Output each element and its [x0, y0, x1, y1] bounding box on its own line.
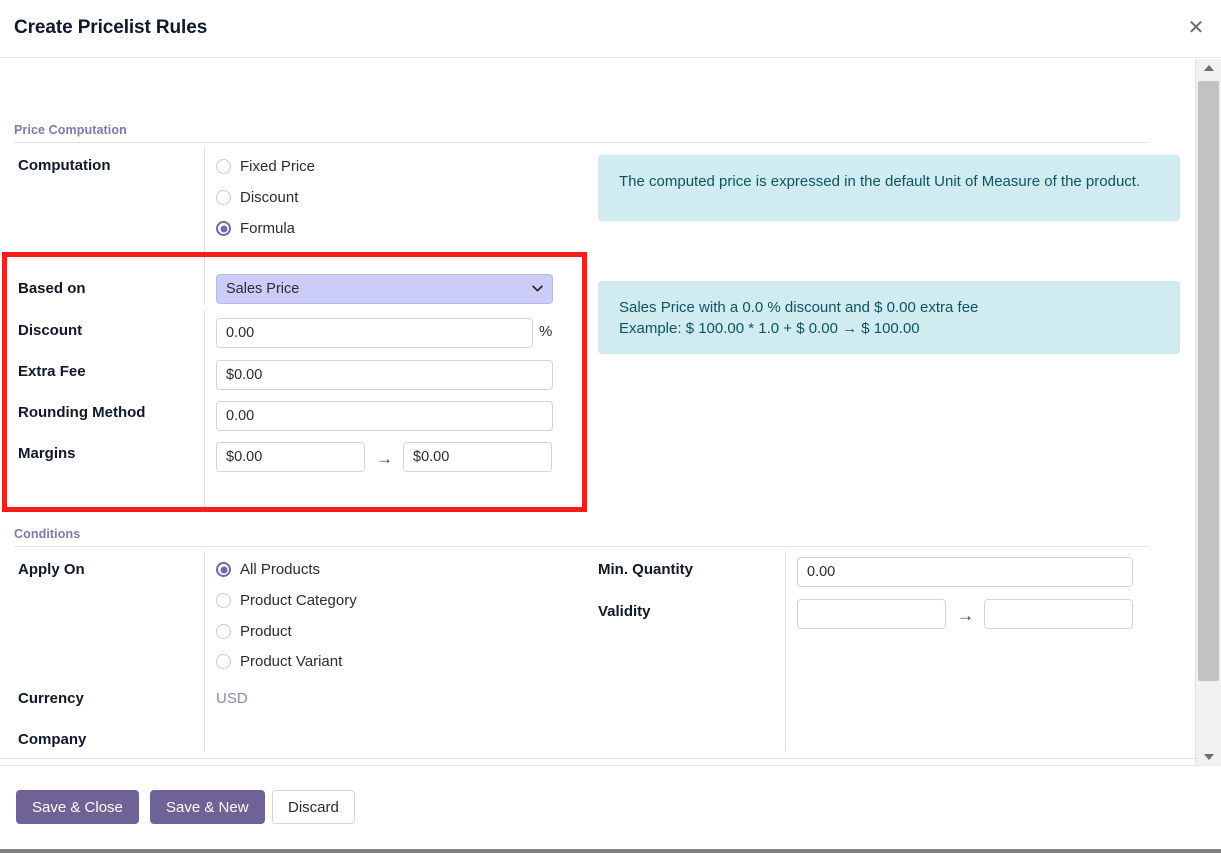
radio-label: Discount [240, 189, 299, 206]
chevron-up-icon [1203, 64, 1214, 71]
field-label-apply-on: Apply On [18, 561, 85, 578]
column-divider-right [785, 551, 786, 751]
section-title-price-computation: Price Computation [14, 123, 127, 137]
radio-label: Product [240, 623, 292, 640]
radio-apply-on-all-products[interactable]: All Products [216, 561, 320, 578]
rounding-method-input[interactable] [216, 401, 553, 431]
vertical-scrollbar[interactable] [1195, 59, 1221, 765]
radio-indicator [216, 654, 231, 669]
field-label-company: Company [18, 731, 87, 748]
info-formula-line-2: Example: $ 100.00 * 1.0 + $ 0.00 → $ 100… [619, 320, 920, 338]
radio-indicator [216, 190, 231, 205]
radio-label: Product Variant [240, 653, 343, 670]
discard-button[interactable]: Discard [272, 790, 355, 824]
radio-indicator [216, 562, 231, 577]
margins-arrow-separator: → [376, 449, 393, 468]
currency-value[interactable]: USD [216, 690, 248, 707]
field-label-currency: Currency [18, 690, 84, 707]
info-alert-uom: The computed price is expressed in the d… [598, 155, 1180, 221]
info-formula-line-1: Sales Price with a 0.0 % discount and $ … [619, 299, 979, 316]
section-divider-right [598, 546, 1149, 547]
column-divider [204, 147, 205, 304]
field-label-rounding-method: Rounding Method [18, 404, 146, 421]
radio-computation-fixed-price[interactable]: Fixed Price [216, 158, 315, 175]
section-divider [14, 142, 1149, 143]
radio-apply-on-product-category[interactable]: Product Category [216, 592, 357, 609]
radio-label: Product Category [240, 592, 357, 609]
discount-percent-suffix: % [539, 323, 553, 340]
margins-from-input[interactable] [216, 442, 365, 472]
radio-label: All Products [240, 561, 321, 578]
validity-to-input[interactable] [984, 599, 1133, 629]
discount-input[interactable] [216, 318, 533, 348]
radio-label: Formula [240, 220, 296, 237]
dialog-header: Create Pricelist Rules ✕ [0, 0, 1221, 58]
field-label-min-quantity: Min. Quantity [598, 561, 693, 578]
radio-indicator [216, 624, 231, 639]
section-divider [14, 546, 1149, 547]
margins-to-input[interactable] [403, 442, 552, 472]
body-bottom-divider [0, 758, 1195, 759]
radio-apply-on-product[interactable]: Product [216, 623, 292, 640]
radio-indicator [216, 593, 231, 608]
radio-indicator [216, 159, 231, 174]
radio-computation-formula[interactable]: Formula [216, 220, 295, 237]
field-label-based-on: Based on [18, 280, 86, 297]
save-and-close-button[interactable]: Save & Close [16, 790, 139, 824]
info-alert-formula: Sales Price with a 0.0 % discount and $ … [598, 281, 1180, 354]
scroll-up-button[interactable] [1196, 59, 1221, 76]
section-title-conditions: Conditions [14, 527, 81, 541]
field-label-extra-fee: Extra Fee [18, 363, 86, 380]
dialog-body: Price Computation Computation Fixed Pric… [0, 59, 1195, 765]
field-label-validity: Validity [598, 603, 651, 620]
column-divider [204, 551, 205, 751]
page-title: Create Pricelist Rules [14, 17, 208, 38]
radio-apply-on-product-variant[interactable]: Product Variant [216, 653, 342, 670]
save-and-new-button[interactable]: Save & New [150, 790, 265, 824]
based-on-select[interactable]: Sales Price [216, 274, 553, 304]
column-divider [204, 310, 205, 511]
validity-from-input[interactable] [797, 599, 946, 629]
scroll-down-button[interactable] [1196, 748, 1221, 765]
field-label-discount: Discount [18, 322, 83, 339]
dialog-footer: Save & Close Save & New Discard [0, 765, 1221, 845]
radio-indicator [216, 221, 231, 236]
radio-label: Fixed Price [240, 158, 316, 175]
extra-fee-input[interactable] [216, 360, 553, 390]
min-quantity-input[interactable] [797, 557, 1133, 587]
scrollbar-thumb[interactable] [1198, 81, 1219, 681]
field-label-margins: Margins [18, 445, 76, 462]
validity-arrow-separator: → [957, 606, 974, 625]
field-label-computation: Computation [18, 157, 111, 174]
close-icon[interactable]: ✕ [1185, 17, 1207, 39]
radio-computation-discount[interactable]: Discount [216, 189, 298, 206]
chevron-down-icon [1203, 753, 1214, 760]
